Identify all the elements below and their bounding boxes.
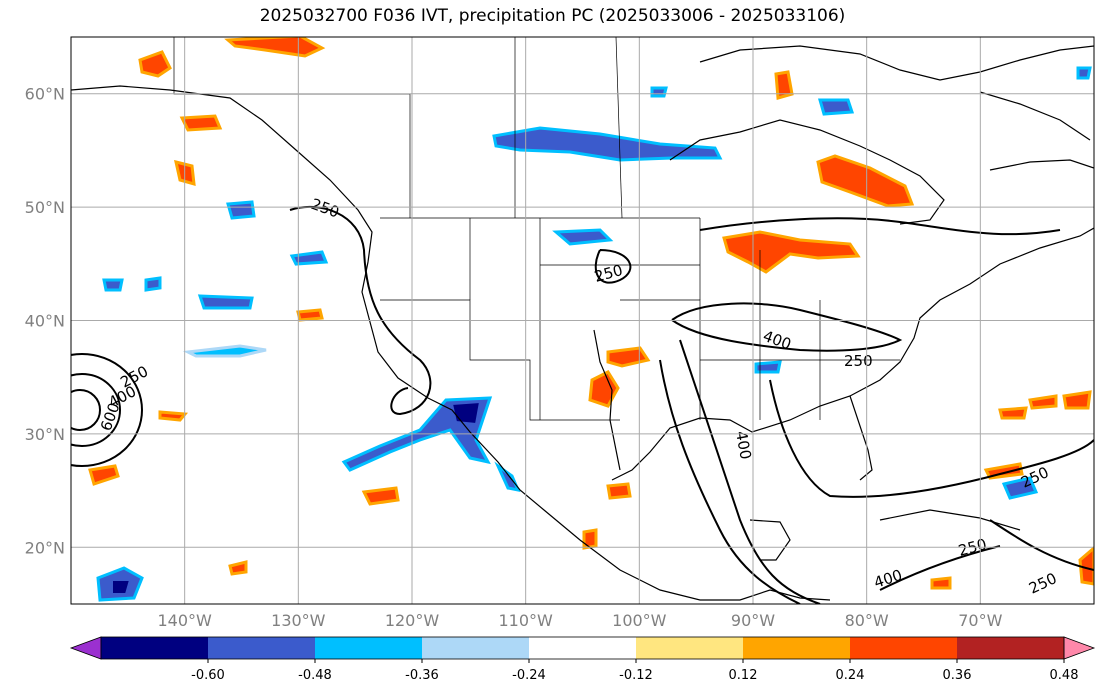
pc-positive-blob	[179, 114, 223, 132]
map-frame	[70, 36, 1095, 605]
pc-positive-blob	[361, 486, 400, 506]
longitude-label: 80°W	[845, 611, 889, 630]
pc-positive-blob	[722, 230, 861, 274]
colorbar-extend-low	[69, 636, 102, 660]
pc-negative-blob	[754, 360, 782, 374]
pc-negative-blob	[1076, 66, 1092, 80]
pc-negative-blob	[197, 294, 254, 310]
longitude-label: 110°W	[498, 611, 553, 630]
colorbar-frame	[100, 636, 1065, 660]
pc-positive-blob	[816, 154, 915, 208]
pc-positive-blob	[998, 406, 1028, 420]
pc-negative-blob	[111, 579, 132, 595]
political-borders	[173, 37, 900, 421]
pc-positive-blob	[296, 308, 324, 322]
pc-positive-blob	[930, 576, 952, 590]
pc-negative-blob	[226, 200, 256, 220]
chart-title: 2025032700 F036 IVT, precipitation PC (2…	[259, 6, 846, 26]
longitude-labels: 140°W 130°W 120°W 110°W 100°W 90°W 80°W 70°W	[157, 611, 1002, 630]
pc-positive-blob	[88, 464, 120, 486]
latitude-label: 40°N	[25, 312, 65, 331]
latitude-label: 20°N	[25, 538, 65, 557]
pc-positive-blob	[158, 410, 189, 422]
colorbar-segment	[208, 637, 316, 659]
colorbar-segment	[529, 637, 637, 659]
pc-positive-blob	[228, 560, 248, 576]
colorbar-segment	[850, 637, 958, 659]
pc-negative-blob	[494, 461, 521, 493]
latitude-label: 50°N	[25, 198, 65, 217]
pc-negative-blob	[450, 400, 482, 426]
colorbar-tick-label: -0.12	[619, 668, 653, 683]
colorbar-tick-label: 0.48	[1050, 668, 1079, 683]
ivt-contours	[71, 205, 1094, 604]
contour-label: 250	[844, 352, 873, 370]
longitude-label: 90°W	[731, 611, 775, 630]
colorbar-segment	[636, 637, 744, 659]
pc-negative-blob	[289, 250, 329, 266]
longitude-label: 130°W	[271, 611, 326, 630]
pc-negative-blob	[492, 126, 723, 162]
longitude-label: 140°W	[157, 611, 212, 630]
colorbar-tick-label: -0.24	[512, 668, 546, 683]
pc-positive-blob	[606, 346, 651, 368]
colorbar-segment	[101, 637, 209, 659]
colorbar-segment	[422, 637, 530, 659]
pc-negative-blob	[818, 98, 855, 116]
colorbar-tick-label: -0.60	[191, 668, 225, 683]
colorbar-segment	[743, 637, 851, 659]
latitude-labels: 60°N 50°N 40°N 30°N 20°N	[25, 85, 65, 558]
colorbar-tick-label: 0.12	[729, 668, 758, 683]
map-gridlines	[71, 37, 1094, 604]
colorbar-tick-label: 0.36	[943, 668, 972, 683]
pc-negative-blob	[182, 344, 267, 358]
latitude-label: 30°N	[25, 425, 65, 444]
longitude-label: 70°W	[958, 611, 1002, 630]
pc-positive-blob	[582, 528, 598, 550]
pc-negative-blob	[102, 278, 124, 292]
pc-positive-blob	[1062, 390, 1092, 410]
colorbar-tick-label: 0.24	[836, 668, 865, 683]
pc-positive-blob	[138, 50, 172, 78]
colorbar-tick-label: -0.48	[298, 668, 332, 683]
pc-negative-blob	[144, 276, 162, 292]
pc-negative-blob	[650, 86, 668, 98]
colorbar-tick-label: -0.36	[405, 668, 439, 683]
colorbar-segment	[957, 637, 1065, 659]
pc-positive-blob	[1078, 546, 1094, 586]
latitude-label: 60°N	[25, 85, 65, 104]
colorbar-segment	[315, 637, 423, 659]
pc-positive-blob	[1028, 394, 1058, 410]
pc-negative-blob	[1001, 476, 1039, 500]
longitude-label: 100°W	[612, 611, 667, 630]
contour-label: 400	[732, 430, 755, 461]
coastlines	[71, 45, 1094, 601]
pc-positive-blob	[606, 482, 632, 500]
colorbar-extend-high	[1063, 636, 1096, 660]
pc-negative-blob	[552, 228, 614, 246]
colorbar: -0.60 -0.48 -0.36 -0.24 -0.12 0.12 0.24 0.36 0.4…	[69, 636, 1096, 683]
longitude-label: 120°W	[385, 611, 440, 630]
